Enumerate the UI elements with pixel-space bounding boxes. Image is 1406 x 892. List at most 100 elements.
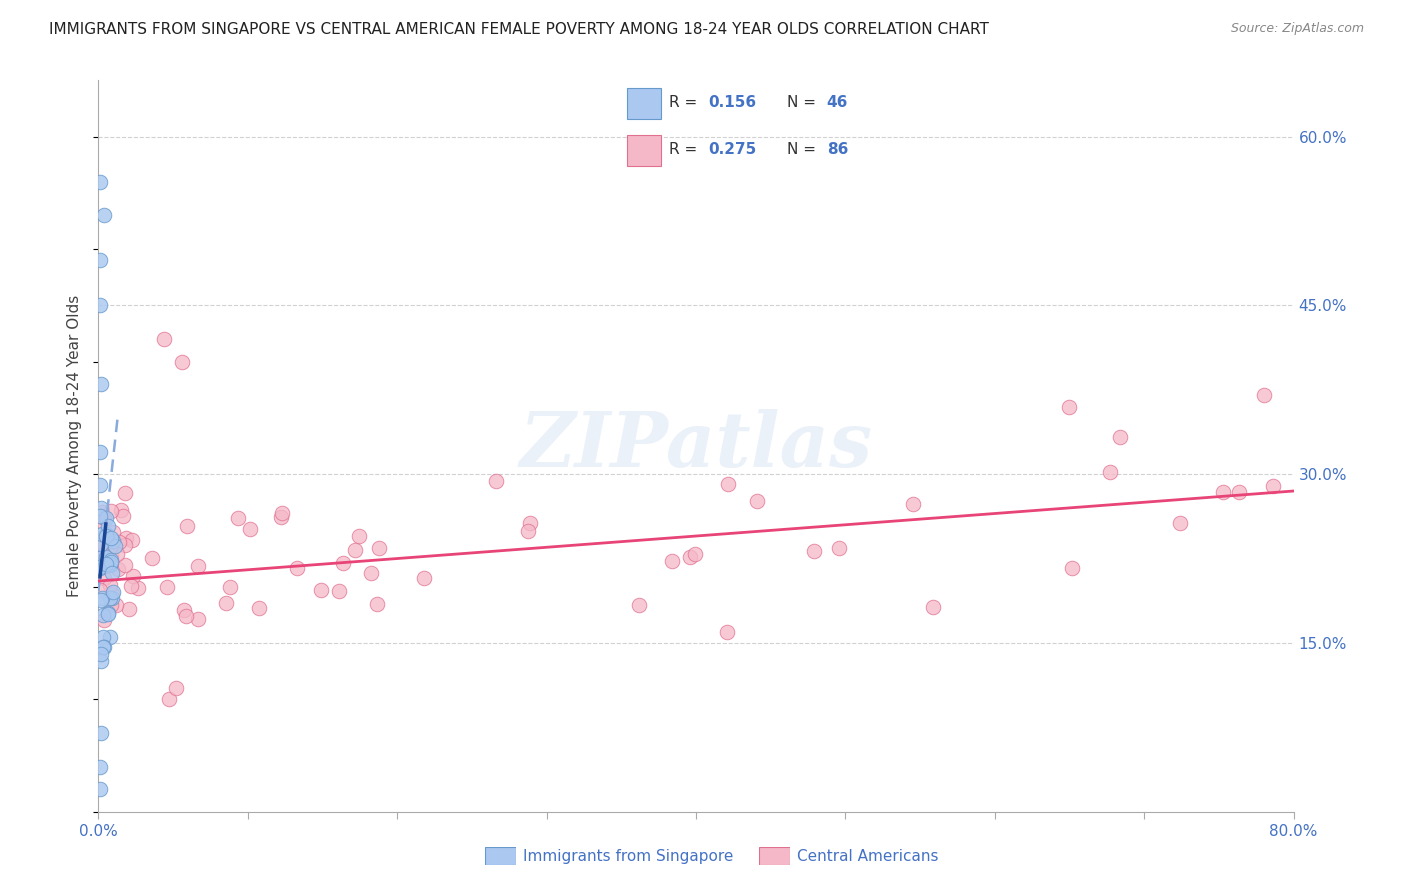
Point — [173, 603, 195, 617]
Text: R =: R = — [669, 95, 703, 110]
Point — [93, 614, 115, 628]
Point — [91, 527, 114, 541]
Point — [90, 647, 112, 661]
Point — [218, 580, 240, 594]
Point — [1059, 400, 1081, 414]
Point — [717, 476, 740, 491]
Point — [98, 577, 121, 591]
Point — [1108, 430, 1130, 444]
Point — [627, 598, 650, 612]
Point — [91, 640, 114, 655]
Point — [89, 560, 111, 574]
Point — [360, 566, 382, 581]
Point — [368, 541, 391, 555]
Point — [1168, 516, 1191, 530]
Point — [922, 599, 945, 614]
Point — [157, 692, 180, 706]
Point — [94, 530, 117, 544]
Point — [90, 536, 112, 550]
Point — [114, 485, 136, 500]
Point — [344, 542, 367, 557]
Point — [661, 554, 683, 568]
Point — [176, 519, 198, 533]
Point — [187, 559, 209, 574]
Point — [100, 553, 122, 567]
Point — [93, 549, 115, 563]
Text: N =: N = — [787, 142, 821, 157]
Point — [121, 533, 143, 547]
Point — [91, 505, 114, 519]
Point — [100, 548, 122, 562]
Point — [94, 558, 117, 573]
Bar — [627, 88, 661, 119]
Point — [519, 516, 541, 530]
Point — [100, 532, 122, 546]
Point — [91, 550, 114, 565]
Text: ZIPatlas: ZIPatlas — [519, 409, 873, 483]
Point — [91, 536, 114, 550]
Point — [93, 570, 115, 584]
Text: Immigrants from Singapore: Immigrants from Singapore — [523, 849, 734, 863]
Point — [679, 549, 702, 564]
Point — [156, 580, 179, 594]
Point — [91, 591, 114, 605]
Point — [413, 571, 436, 585]
Point — [94, 555, 117, 569]
Point — [98, 558, 121, 572]
Point — [141, 551, 163, 566]
Point — [271, 506, 294, 520]
Point — [215, 596, 238, 610]
Point — [1060, 561, 1083, 575]
Point — [1098, 465, 1121, 479]
Point — [97, 606, 120, 620]
Point — [1212, 484, 1234, 499]
Text: Central Americans: Central Americans — [797, 849, 939, 863]
Point — [89, 478, 111, 492]
Bar — [627, 136, 661, 166]
Point — [1227, 485, 1250, 500]
Point — [1263, 478, 1285, 492]
Text: 86: 86 — [827, 142, 848, 157]
Point — [101, 566, 124, 580]
Point — [93, 640, 115, 655]
Point — [91, 607, 114, 622]
Point — [112, 508, 135, 523]
Point — [108, 535, 131, 549]
Point — [90, 726, 112, 740]
Point — [90, 593, 112, 607]
Text: R =: R = — [669, 142, 703, 157]
Point — [97, 607, 120, 621]
Text: N =: N = — [787, 95, 821, 110]
Point — [114, 558, 136, 573]
Point — [247, 601, 270, 615]
Point — [89, 782, 111, 797]
Point — [89, 444, 111, 458]
Point — [90, 654, 112, 668]
Point — [1253, 388, 1275, 402]
Point — [89, 582, 111, 597]
Point — [485, 474, 508, 488]
Text: Source: ZipAtlas.com: Source: ZipAtlas.com — [1230, 22, 1364, 36]
Point — [114, 538, 136, 552]
Point — [120, 578, 142, 592]
Point — [347, 529, 370, 543]
Text: 46: 46 — [827, 95, 848, 110]
Point — [101, 533, 124, 548]
Point — [165, 681, 187, 695]
Point — [901, 497, 924, 511]
Point — [683, 547, 706, 561]
Point — [89, 535, 111, 549]
Text: IMMIGRANTS FROM SINGAPORE VS CENTRAL AMERICAN FEMALE POVERTY AMONG 18-24 YEAR OL: IMMIGRANTS FROM SINGAPORE VS CENTRAL AME… — [49, 22, 988, 37]
Point — [187, 612, 209, 626]
Point — [100, 504, 122, 518]
Point — [311, 583, 333, 598]
Point — [89, 253, 111, 268]
Point — [328, 583, 350, 598]
Point — [270, 510, 292, 524]
Point — [89, 298, 111, 312]
Point — [285, 561, 308, 575]
Point — [103, 524, 125, 539]
Point — [91, 541, 114, 556]
Point — [89, 508, 111, 523]
Point — [716, 624, 738, 639]
